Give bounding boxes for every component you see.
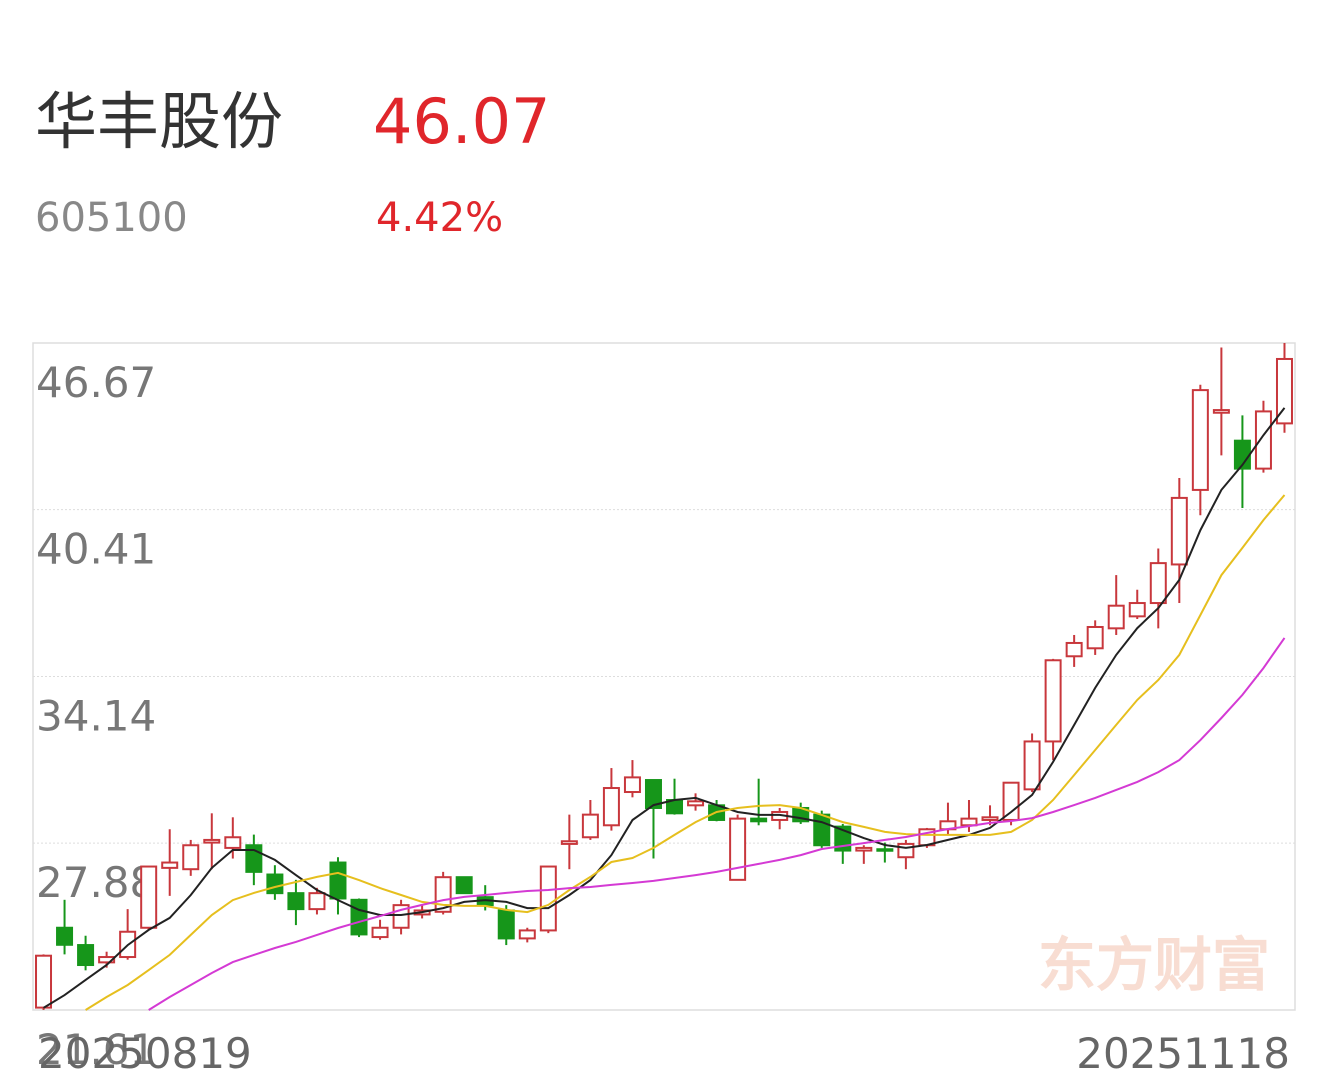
candle-body [434, 876, 452, 913]
candle-body [1254, 410, 1272, 470]
y-tick-label: 40.41 [36, 525, 156, 574]
candle-body [1170, 496, 1188, 566]
candle-body [1086, 625, 1104, 650]
candle-body [497, 909, 515, 940]
candle-body [1191, 389, 1209, 491]
candle-body [581, 813, 599, 839]
candle-body [287, 892, 305, 911]
candle-body [182, 844, 200, 871]
candle-body [1107, 604, 1125, 630]
candle-body [602, 787, 620, 827]
candle-body [897, 842, 915, 859]
candle-body [161, 861, 179, 869]
x-tick-label: 20251118 [1076, 1029, 1290, 1078]
x-tick-label: 20250819 [38, 1029, 252, 1078]
candle-body [623, 776, 641, 794]
candle-body [371, 926, 389, 939]
candle-body [855, 846, 873, 852]
candle-body [350, 898, 368, 936]
candle-body [729, 817, 747, 881]
candle-body [56, 926, 74, 946]
candle-body [203, 838, 221, 844]
candle-body [1149, 562, 1167, 605]
candle-body [750, 817, 768, 823]
candle-body [308, 892, 326, 911]
candle-body [644, 779, 662, 809]
candle-body [1275, 357, 1293, 425]
candle-body [98, 956, 116, 964]
y-tick-label: 21.61 [36, 1025, 156, 1074]
candle-body [1002, 781, 1020, 821]
candle-body [1065, 641, 1083, 658]
ma-line [85, 494, 1286, 1011]
candle-body [687, 800, 705, 807]
stock-price: 46.07 [373, 85, 551, 158]
ma-line [148, 637, 1286, 1011]
stock-code: 605100 [35, 195, 188, 241]
candle-body [1044, 659, 1062, 743]
candle-body [539, 865, 557, 932]
candle-body [960, 817, 978, 827]
candle-body [224, 836, 242, 849]
stock-name: 华丰股份 [35, 85, 283, 158]
candle-body [77, 944, 95, 967]
candle-body [981, 816, 999, 821]
candle-body [35, 954, 53, 1009]
candle-body [266, 873, 284, 895]
candle-body [1023, 740, 1041, 791]
candle-body [876, 848, 894, 852]
ma-line [42, 407, 1286, 1009]
y-tick-label: 46.67 [36, 358, 156, 407]
candle-body [518, 929, 536, 940]
y-tick-label: 27.88 [36, 858, 156, 907]
candle-body [813, 813, 831, 847]
y-tick-label: 34.14 [36, 692, 156, 741]
candle-body [329, 861, 347, 900]
stock-change: 4.42% [376, 195, 503, 241]
watermark: 东方财富 [1038, 931, 1270, 999]
candle-body [1128, 602, 1146, 618]
candle-body [140, 865, 158, 929]
candle-body [1212, 409, 1230, 414]
candle-body [560, 840, 578, 845]
candle-body [455, 876, 473, 895]
